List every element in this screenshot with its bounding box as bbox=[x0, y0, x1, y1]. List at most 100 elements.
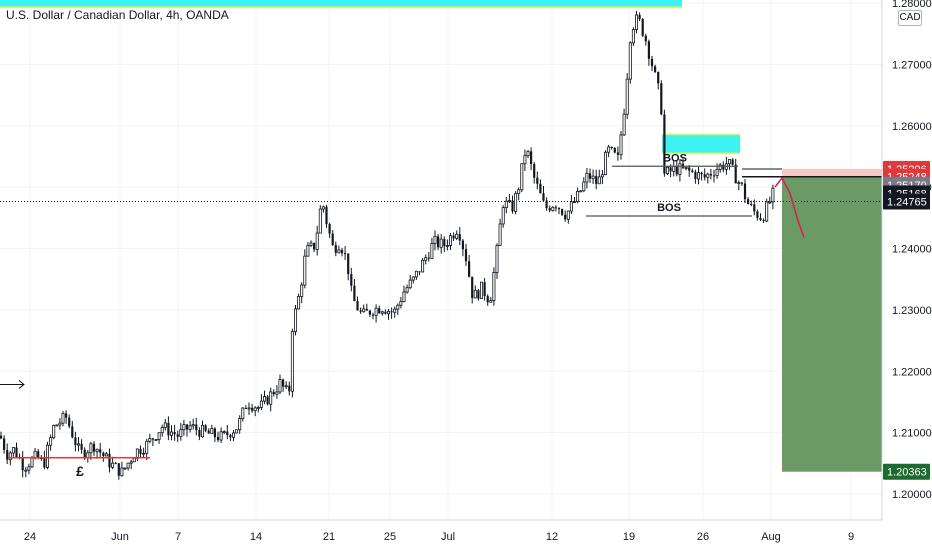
candle-body-down bbox=[390, 311, 393, 313]
currency-badge[interactable]: CAD bbox=[898, 10, 922, 26]
candle-body-down bbox=[325, 206, 328, 225]
candle-body-down bbox=[533, 164, 536, 178]
candle-body-down bbox=[536, 177, 539, 184]
candle-body-down bbox=[595, 176, 598, 184]
candle-body-down bbox=[204, 425, 207, 431]
candle-body-up bbox=[697, 172, 701, 180]
candle-body-down bbox=[151, 438, 154, 440]
candle-body-up bbox=[585, 172, 589, 183]
x-tick-label: 19 bbox=[623, 531, 635, 543]
candle-body-up bbox=[160, 427, 164, 434]
candle-body-down bbox=[344, 253, 347, 255]
price-tag-label: 1.20363 bbox=[887, 467, 927, 479]
candle-body-up bbox=[179, 429, 183, 438]
candle-body-down bbox=[272, 391, 275, 395]
candle-body-up bbox=[514, 193, 518, 212]
candle-body-down bbox=[762, 219, 765, 221]
x-tick-label: 7 bbox=[175, 531, 181, 543]
stop-zone bbox=[782, 168, 882, 177]
candle-body-up bbox=[278, 379, 282, 393]
candle-body-down bbox=[213, 428, 216, 438]
candle-body-down bbox=[688, 167, 691, 171]
y-tick-label: 1.24000 bbox=[892, 244, 932, 256]
candle-body-up bbox=[219, 431, 223, 441]
candle-body-down bbox=[6, 449, 9, 460]
candle-body-down bbox=[365, 308, 368, 311]
candle-body-down bbox=[37, 451, 40, 459]
candle-body-up bbox=[52, 425, 56, 439]
candle-body-up bbox=[492, 272, 496, 301]
candle-body-down bbox=[638, 14, 641, 19]
candle-body-up bbox=[157, 432, 161, 440]
candle-body-up bbox=[495, 245, 499, 273]
candle-body-down bbox=[173, 431, 176, 435]
candle-body-down bbox=[477, 290, 480, 299]
candle-body-up bbox=[386, 310, 390, 315]
candle-body-up bbox=[89, 443, 93, 454]
price-tag: 1.24765 bbox=[883, 193, 930, 210]
candle-body-down bbox=[747, 199, 750, 205]
candle-body-down bbox=[554, 207, 557, 209]
candle-body-down bbox=[167, 422, 170, 436]
candle-body-up bbox=[77, 443, 81, 446]
candle-body-up bbox=[768, 201, 772, 204]
candle-body-up bbox=[300, 284, 304, 297]
candle-body-up bbox=[479, 281, 483, 299]
candle-body-down bbox=[712, 175, 716, 177]
candle-body-down bbox=[368, 310, 371, 315]
candle-body-up bbox=[408, 279, 412, 289]
candle-body-down bbox=[588, 173, 592, 179]
candle-body-down bbox=[468, 261, 471, 277]
candle-body-down bbox=[740, 182, 743, 184]
candle-body-down bbox=[378, 308, 381, 314]
candle-body-down bbox=[443, 239, 446, 247]
candle-body-down bbox=[654, 66, 657, 73]
candle-body-up bbox=[591, 175, 595, 180]
candle-body-down bbox=[266, 396, 269, 405]
candle-body-down bbox=[471, 276, 474, 298]
candle-body-up bbox=[728, 159, 732, 165]
candle-body-down bbox=[244, 407, 247, 409]
candle-body-down bbox=[99, 449, 102, 453]
candle-body-down bbox=[530, 151, 533, 165]
candle-body-down bbox=[313, 242, 316, 250]
candle-body-down bbox=[356, 301, 359, 311]
candle-body-up bbox=[362, 308, 366, 313]
candle-body-up bbox=[765, 201, 769, 222]
candle-body-down bbox=[176, 434, 179, 437]
candle-body-down bbox=[114, 463, 117, 465]
candle-body-down bbox=[734, 164, 737, 184]
candle-body-up bbox=[30, 457, 34, 468]
candle-body-up bbox=[597, 176, 601, 185]
candle-body-up bbox=[504, 200, 508, 209]
candle-body-down bbox=[251, 407, 254, 411]
candle-body-up bbox=[262, 396, 266, 402]
candle-body-up bbox=[380, 311, 384, 314]
candle-body-up bbox=[27, 466, 31, 471]
candle-body-up bbox=[126, 462, 130, 469]
candle-body-down bbox=[657, 72, 660, 84]
candle-body-down bbox=[371, 314, 375, 316]
y-tick-label: 1.20000 bbox=[892, 489, 932, 501]
candle-body-up bbox=[445, 245, 449, 247]
candle-body-up bbox=[678, 163, 682, 175]
candle-body-up bbox=[566, 210, 570, 220]
candle-body-up bbox=[399, 301, 403, 306]
candle-body-up bbox=[303, 255, 307, 286]
candle-body-down bbox=[561, 209, 564, 215]
candle-body-down bbox=[340, 250, 344, 254]
candle-body-up bbox=[582, 181, 586, 192]
candle-body-up bbox=[95, 448, 99, 452]
candle-body-up bbox=[163, 422, 167, 428]
candle-body-down bbox=[139, 449, 142, 454]
candle-body-up bbox=[625, 78, 629, 115]
candle-body-up bbox=[424, 257, 428, 261]
candle-body-up bbox=[306, 244, 310, 257]
bos-label: BOS bbox=[657, 202, 681, 214]
candle-body-up bbox=[191, 424, 195, 427]
candle-body-down bbox=[331, 233, 334, 246]
candle-body-down bbox=[3, 438, 6, 450]
candle-body-down bbox=[452, 235, 455, 239]
